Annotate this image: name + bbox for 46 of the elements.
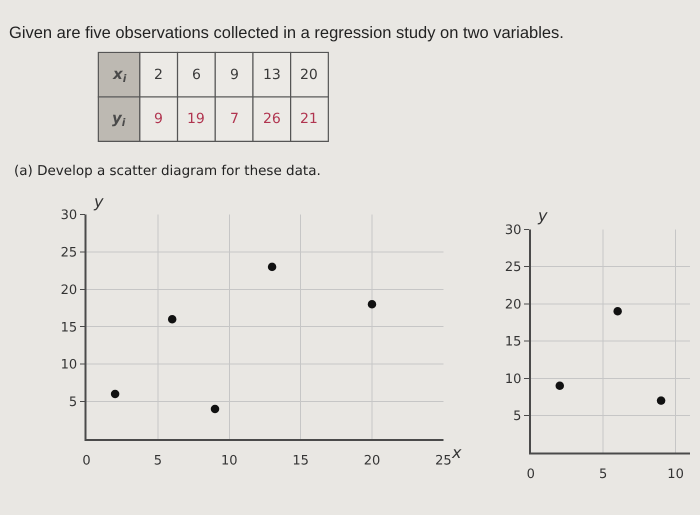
point — [168, 314, 176, 324]
y-tick-label: 5 — [513, 409, 522, 424]
data-label: 21 — [300, 111, 318, 127]
data-label: 26 — [263, 111, 281, 127]
y-tick-label: 15 — [504, 334, 522, 350]
point — [556, 381, 564, 390]
y-tick-label: 30 — [504, 222, 522, 238]
y-tick-label: 25 — [504, 260, 522, 276]
point — [613, 307, 622, 316]
y-tick-label: 30 — [60, 208, 78, 224]
point — [268, 262, 276, 272]
y-tick-label: 20 — [504, 297, 522, 312]
data-label: 7 — [230, 111, 239, 127]
point — [110, 390, 120, 398]
data-label: 13 — [263, 67, 281, 83]
x-tick-label: 10 — [667, 467, 684, 482]
y-tick-label: x$_{i}$ — [112, 65, 127, 86]
y-tick-label: y$_{i}$ — [112, 109, 126, 130]
point — [368, 300, 376, 309]
data-label: 9 — [154, 111, 163, 127]
x-tick-label: 20 — [364, 453, 380, 468]
point — [656, 396, 666, 405]
y-tick-label: 10 — [60, 358, 78, 373]
y-tick-label: 20 — [60, 282, 78, 298]
y-tick-label: 5 — [68, 395, 78, 410]
chart-title: Given are five observations collected in a regression study on two variables. — [9, 24, 564, 42]
y-tick-label: 25 — [60, 245, 78, 260]
x-tick-label: 0 — [82, 453, 91, 468]
x-tick-label: 15 — [292, 453, 309, 468]
point — [210, 404, 220, 414]
data-label: 20 — [300, 67, 318, 83]
x-tick-label: 5 — [154, 453, 162, 468]
data-label: 2 — [154, 67, 163, 83]
y-axis-title: y — [93, 192, 104, 211]
y-tick-label: 15 — [60, 320, 78, 336]
x-tick-label: 10 — [220, 453, 238, 468]
x-tick-label: 25 — [435, 453, 452, 468]
data-label: 6 — [192, 67, 201, 83]
x-axis-title: x — [451, 443, 462, 462]
data-label: 9 — [230, 67, 239, 83]
data-label: 19 — [187, 111, 205, 127]
x-tick-label: 0 — [526, 467, 535, 482]
y-tick-label: 10 — [504, 372, 522, 387]
x-tick-label: 5 — [599, 467, 608, 482]
chart-title: (a) Develop a scatter diagram for these data. — [14, 163, 321, 179]
y-axis-title: y — [537, 206, 548, 225]
